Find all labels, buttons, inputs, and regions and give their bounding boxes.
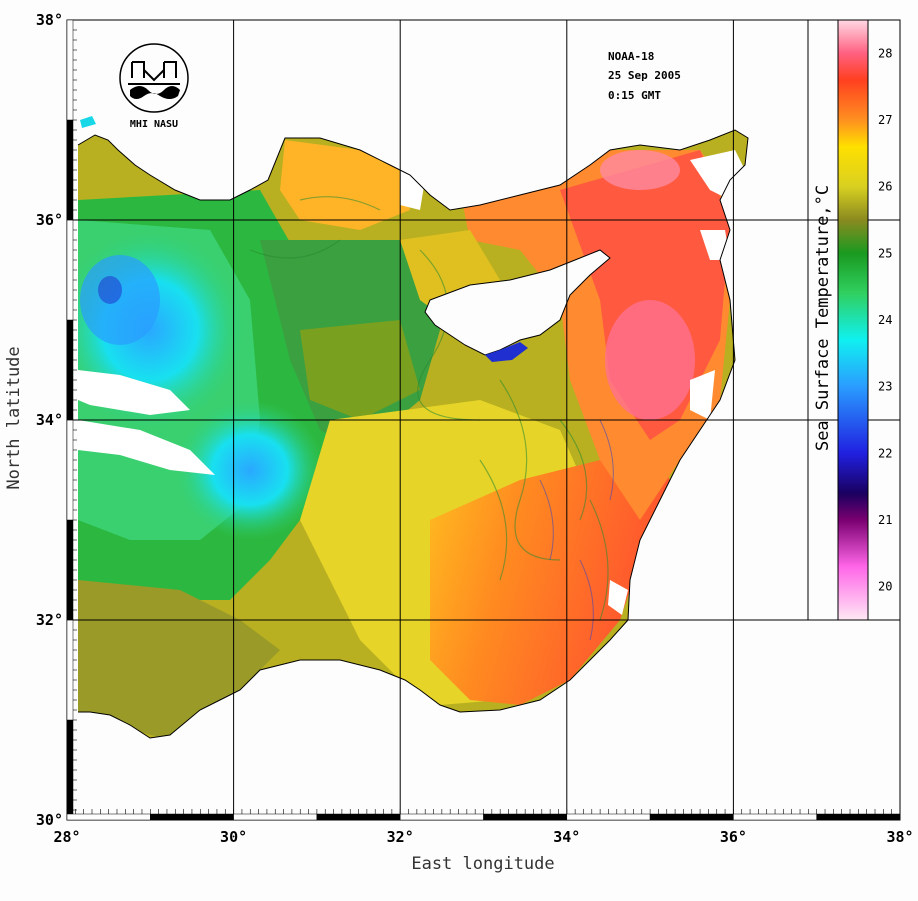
longitude-tick-labels: 28° 30° 32° 34° 36° 38° — [53, 828, 913, 846]
colorbar-label: 24 — [878, 313, 892, 327]
latitude-tick-label: 32° — [36, 611, 63, 629]
lat-scale-segment — [66, 19, 74, 121]
lat-lon-grid — [67, 20, 900, 820]
logo-text: MHI NASU — [130, 119, 178, 130]
longitude-tick-label: 32° — [387, 828, 414, 846]
cyprus-cold-coast — [485, 342, 528, 362]
mhi-logo — [119, 43, 189, 113]
lon-scale-segment — [566, 813, 651, 821]
longitude-tick-label: 30° — [220, 828, 247, 846]
colorbar-label: 25 — [878, 246, 892, 260]
latitude-tick-label: 34° — [36, 411, 63, 429]
latitude-scale-bar — [66, 19, 77, 821]
coastline — [77, 129, 749, 739]
y-axis-title: North latitude — [4, 346, 24, 489]
satellite-name: NOAA-18 — [608, 50, 654, 63]
latitude-tick-label: 38° — [36, 11, 63, 29]
lat-scale-segment — [66, 719, 74, 821]
colorbar-label: 23 — [878, 380, 892, 394]
longitude-tick-label: 34° — [553, 828, 580, 846]
lat-scale-segment — [66, 119, 74, 221]
lat-scale-segment — [66, 319, 74, 421]
cyprus-land — [424, 249, 611, 356]
lon-scale-segment — [233, 813, 318, 821]
lat-scale-segment — [66, 419, 74, 521]
longitude-scale-bar — [66, 809, 901, 821]
lat-scale-segment — [66, 619, 74, 721]
longitude-tick-label: 38° — [886, 828, 913, 846]
latitude-tick-label: 36° — [36, 211, 63, 229]
acquisition-date: 25 Sep 2005 — [608, 69, 681, 82]
acquisition-time: 0:15 GMT — [608, 89, 661, 102]
colorbar-title: Sea Surface Temperature,°C — [813, 185, 833, 451]
lon-scale-segment — [483, 813, 568, 821]
longitude-tick-label: 36° — [720, 828, 747, 846]
longitude-tick-label: 28° — [53, 828, 80, 846]
sst-field — [78, 130, 748, 738]
latitude-tick-label: 30° — [36, 811, 63, 829]
coastal-fragment — [80, 116, 96, 128]
lon-scale-segment — [399, 813, 484, 821]
lon-scale-segment — [150, 813, 234, 821]
colorbar-strip — [837, 19, 869, 621]
latitude-tick-labels: 38° 36° 34° 32° 30° — [36, 11, 63, 829]
colorbar-label: 26 — [878, 180, 892, 194]
lon-scale-segment — [316, 813, 401, 821]
colorbar-label: 28 — [878, 46, 892, 60]
lat-scale-segment — [66, 519, 74, 621]
lon-scale-segment — [649, 813, 734, 821]
colorbar-label: 27 — [878, 113, 892, 127]
lon-scale-segment — [733, 813, 817, 821]
lon-scale-segment — [66, 813, 151, 821]
colorbar-label: 20 — [878, 580, 892, 594]
colorbar-label: 22 — [878, 446, 892, 460]
x-axis-title: East longitude — [411, 854, 554, 874]
colorbar-labels: 28 27 26 25 24 23 22 21 20 — [878, 46, 892, 593]
colorbar-label: 21 — [878, 513, 892, 527]
lat-scale-segment — [66, 219, 74, 321]
lon-scale-segment — [816, 813, 901, 821]
